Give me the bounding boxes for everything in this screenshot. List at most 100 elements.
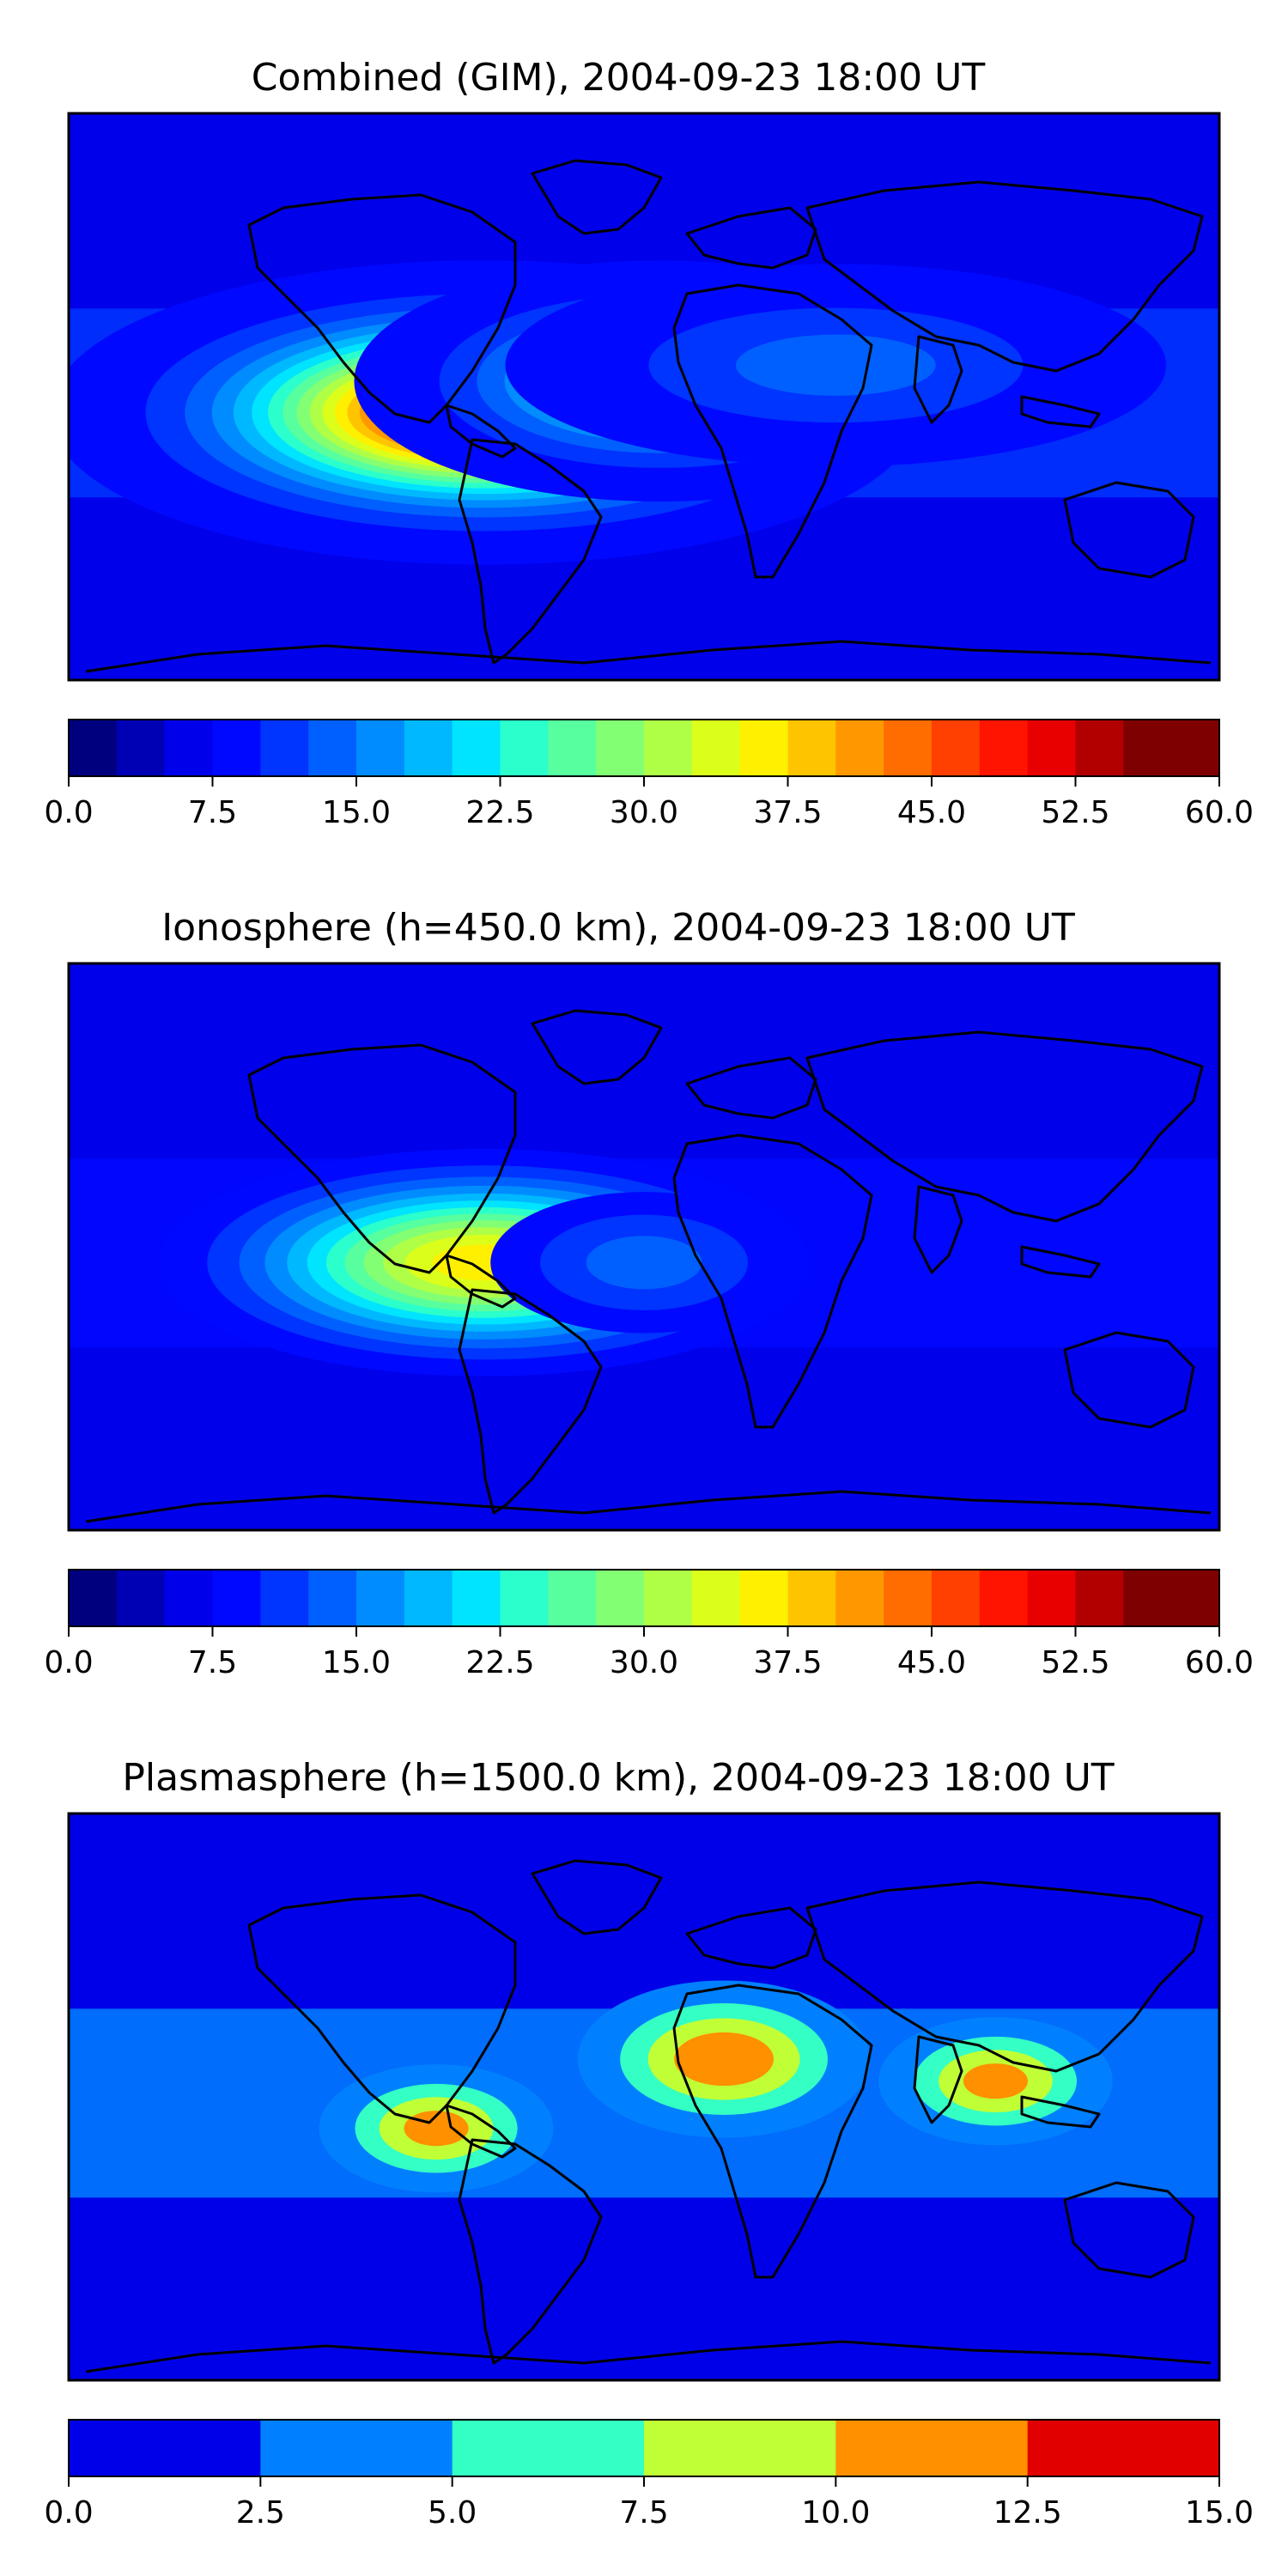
colorbar-tick-label: 0.0: [44, 795, 93, 830]
colorbar-swatch: [835, 1570, 884, 1626]
colorbar-swatch: [260, 720, 309, 776]
coastline: [1020, 2095, 1101, 2129]
colorbar-swatch: [548, 720, 597, 776]
coastline: [685, 1906, 817, 1970]
coastline: [458, 438, 603, 665]
heatmap-field-plasmasphere: [69, 1814, 1219, 2380]
colorbar-swatch: [1123, 720, 1172, 776]
colorbar-swatch: [164, 720, 214, 776]
colorbar-swatch: [979, 1570, 1029, 1626]
contour-band: [586, 1236, 702, 1290]
colorbar-tick-label: 52.5: [1041, 795, 1109, 830]
colorbar-tick-label: 5.0: [428, 2495, 477, 2530]
colorbar-ionosphere: 0.0 7.5 15.0 22.5 30.0 37.5 45.0 52.5 60.0: [44, 1569, 1254, 1680]
colorbar-swatch: [691, 1570, 741, 1626]
colorbar-swatch: [644, 720, 693, 776]
coastline: [531, 1009, 663, 1085]
colorbar-swatch: [835, 720, 884, 776]
colorbar-tick-label: 30.0: [610, 795, 678, 830]
coastline: [685, 206, 817, 270]
colorbar-tick-label: 7.5: [619, 2495, 668, 2530]
coastline: [685, 1056, 817, 1120]
colorbar-tick-label: 0.0: [44, 2495, 93, 2530]
colorbar-swatch: [1027, 720, 1077, 776]
colorbar-swatch: [787, 1570, 836, 1626]
colorbar-swatch: [69, 1570, 118, 1626]
chart-title-combined: Combined (GIM), 2004-09-23 18:00 UT: [252, 56, 986, 100]
colorbar-swatch: [452, 1570, 501, 1626]
coastline: [805, 1030, 1204, 1223]
coastline: [672, 283, 873, 579]
colorbar-tick-label: 15.0: [322, 795, 391, 830]
coastline: [805, 1880, 1204, 2073]
coastline: [913, 1185, 963, 1274]
coastline: [445, 404, 517, 459]
colorbar-tick-label: 22.5: [465, 795, 534, 830]
coastline: [247, 1893, 517, 2124]
coastlines: [85, 1859, 1212, 2373]
colorbar-swatch: [932, 1570, 981, 1626]
colorbar-swatch: [308, 1570, 357, 1626]
colorbar-swatch: [835, 2420, 1029, 2476]
colorbar-swatch: [548, 1570, 597, 1626]
colorbar-swatch: [69, 2420, 261, 2476]
contour-band: [674, 2032, 774, 2087]
colorbar-swatch: [164, 1570, 214, 1626]
colorbar-swatch: [1171, 1570, 1220, 1626]
colorbar-swatch: [500, 1570, 549, 1626]
coastlines: [85, 1009, 1212, 1523]
coastline: [85, 640, 1212, 673]
colorbar-tick-label: 15.0: [322, 1645, 391, 1680]
coastline: [458, 2138, 603, 2365]
coastline: [1020, 1245, 1101, 1279]
colorbar-swatch: [932, 720, 981, 776]
colorbar-swatch: [356, 720, 405, 776]
colorbar-tick-label: 12.5: [993, 2495, 1062, 2530]
colorbar-swatch: [691, 720, 741, 776]
chart-title-ionosphere: Ionosphere (h=450.0 km), 2004-09-23 18:0…: [161, 906, 1075, 950]
coastline: [85, 1490, 1212, 1523]
map-frame: [67, 1812, 1221, 2382]
colorbar-tick-label: 7.5: [188, 1645, 237, 1680]
colorbar-tick-label: 45.0: [897, 1645, 966, 1680]
coastline: [531, 1859, 663, 1935]
map-panel-plasmasphere: [67, 1812, 1221, 2382]
colorbar-swatch: [787, 720, 836, 776]
coastline: [805, 180, 1204, 373]
colorbar-tick-label: 7.5: [188, 795, 237, 830]
colorbar-swatch: [116, 720, 166, 776]
map-frame: [67, 962, 1221, 1532]
colorbar-swatch: [404, 1570, 453, 1626]
colorbar-frame: [68, 1569, 1220, 1627]
colorbar-swatch: [356, 1570, 405, 1626]
coastline: [85, 2340, 1212, 2373]
colorbar-tick-label: 45.0: [897, 795, 966, 830]
colorbar-plasmasphere: 0.0 2.5 5.0 7.5 10.0 12.5 15.0: [44, 2419, 1254, 2530]
colorbar-swatch: [884, 720, 933, 776]
colorbar-tick-label: 2.5: [236, 2495, 285, 2530]
coastline: [445, 1254, 517, 1309]
colorbar-tick-label: 0.0: [44, 1645, 93, 1680]
colorbar-swatch: [644, 2420, 836, 2476]
coastline: [913, 2035, 963, 2124]
colorbar-swatch: [69, 720, 118, 776]
colorbar-swatch: [979, 720, 1029, 776]
coastline: [531, 159, 663, 235]
coastline: [672, 1133, 873, 1429]
map-panel-combined: [67, 112, 1221, 682]
colorbar-swatch: [739, 720, 789, 776]
colorbar-tick-label: 15.0: [1185, 2495, 1254, 2530]
colorbar-swatch: [1075, 1570, 1124, 1626]
colorbar-frame: [68, 2419, 1220, 2477]
colorbar-swatch: [1027, 2420, 1220, 2476]
colorbar-swatch: [452, 720, 501, 776]
colorbar-swatch: [1123, 1570, 1172, 1626]
colorbar-swatch: [260, 2420, 453, 2476]
colorbar-tick-label: 60.0: [1185, 1645, 1254, 1680]
colorbar-swatch: [308, 720, 357, 776]
map-frame: [67, 112, 1221, 682]
coastline: [1063, 1331, 1195, 1429]
coastline: [672, 1984, 873, 2279]
colorbar-tick-label: 10.0: [801, 2495, 870, 2530]
